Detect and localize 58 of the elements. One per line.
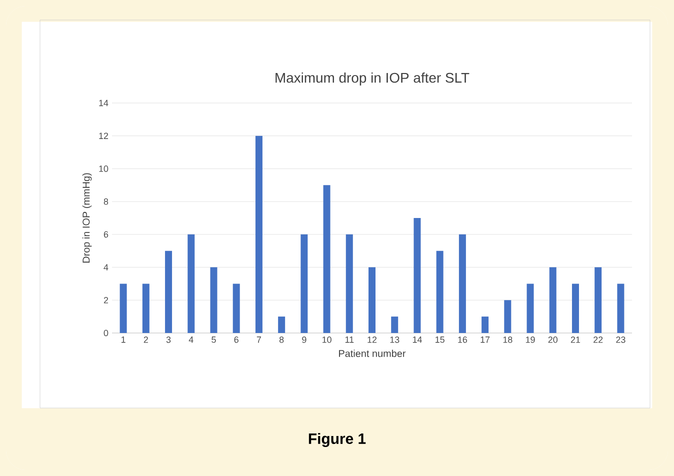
bar — [165, 250, 172, 333]
bar — [346, 234, 353, 333]
bar — [300, 234, 308, 333]
bar — [414, 218, 421, 333]
x-tick-label: 2 — [144, 336, 148, 343]
x-tick-label: 4 — [188, 336, 194, 343]
bar — [323, 185, 330, 333]
x-tick-label: 10 — [322, 336, 332, 343]
bar — [482, 316, 489, 333]
bar — [188, 234, 195, 333]
x-tick-label: 5 — [212, 336, 216, 343]
bar — [617, 284, 624, 333]
bar — [458, 234, 466, 333]
x-tick-label: 3 — [166, 336, 171, 343]
x-tick-label: 12 — [368, 336, 377, 343]
bar — [594, 267, 602, 333]
x-tick-label: 14 — [412, 336, 422, 343]
bar — [255, 136, 262, 333]
x-tick-label: 19 — [526, 336, 535, 343]
x-tick-label: 6 — [234, 336, 238, 343]
x-tick-label: 1 — [122, 336, 126, 343]
x-tick-label: 17 — [480, 336, 490, 343]
chart-title: Maximum drop in IOP after SLT — [276, 72, 470, 86]
x-tick-label: 20 — [548, 336, 558, 343]
bar — [232, 284, 240, 333]
bar — [120, 284, 127, 333]
bar — [142, 284, 150, 333]
x-tick-label: 18 — [503, 336, 512, 343]
x-tick-label: 22 — [594, 336, 603, 343]
bar — [391, 316, 398, 333]
caption: Figure 1 — [308, 433, 366, 447]
bar — [278, 316, 286, 333]
y-tick-label: 6 — [104, 231, 108, 238]
bar — [210, 267, 218, 333]
y-tick-label: 8 — [104, 198, 108, 205]
y-tick-label: 0 — [104, 330, 108, 336]
bar — [526, 284, 534, 333]
x-tick-label: 8 — [279, 336, 284, 343]
x-tick-label: 16 — [458, 336, 468, 343]
y-axis-title: Drop in IOP (mmHg) — [82, 173, 92, 263]
y-tick-label: 14 — [99, 100, 108, 106]
bar — [504, 300, 512, 333]
bar — [549, 267, 556, 333]
x-tick-label: 7 — [256, 336, 261, 343]
y-tick-label: 4 — [104, 264, 108, 270]
x-tick-label: 9 — [302, 336, 306, 343]
x-tick-label: 11 — [345, 336, 354, 343]
x-axis-title: Patient number — [339, 350, 406, 358]
bar — [368, 267, 376, 333]
y-tick-label: 2 — [104, 297, 108, 304]
x-tick-label: 23 — [616, 336, 626, 343]
x-tick-label: 13 — [390, 336, 400, 343]
y-tick-label: 12 — [99, 132, 108, 139]
y-tick-label: 10 — [99, 166, 108, 172]
bar — [572, 284, 579, 333]
bar — [436, 250, 444, 333]
x-tick-label: 15 — [436, 336, 444, 343]
x-tick-label: 21 — [570, 336, 580, 343]
